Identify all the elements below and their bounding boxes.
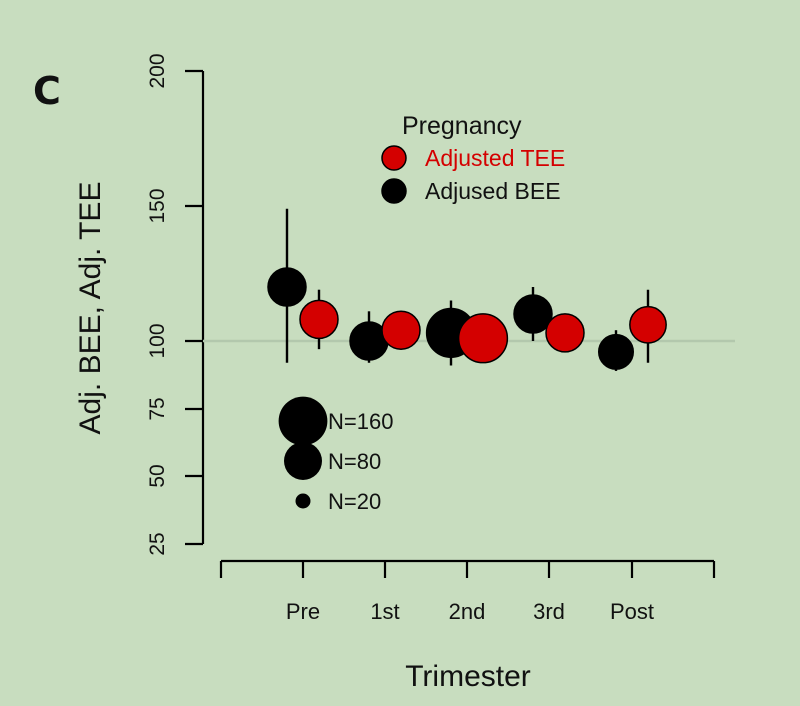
y-tick-label: 150 [146,188,169,223]
y-tick-label: 25 [146,532,169,555]
data-point [299,299,339,340]
x-axis-title: Trimester [405,660,531,693]
x-tick-label: 3rd [533,599,565,624]
legend: Pregnancy Adjusted TEE Adjused BEE [381,112,565,204]
y-tick-label: 50 [146,464,169,487]
size-legend-label: N=20 [328,489,381,514]
legend-marker [381,178,407,204]
plot-area [267,208,667,371]
panel-label: C [33,69,61,113]
legend-label: Adjusted TEE [425,145,565,171]
x-tick-label: Post [610,599,654,624]
size-legend-marker [295,493,311,509]
y-tick-label: 100 [146,323,169,358]
data-point [545,313,585,353]
size-legend-marker [278,396,328,446]
size-legend-marker [284,442,322,480]
data-point [457,313,509,364]
legend-marker [381,145,407,171]
data-point [381,310,421,350]
x-axis: Pre 1st 2nd 3rd Post [219,559,716,624]
size-legend-label: N=80 [328,449,381,474]
data-point [267,267,307,307]
legend-label: Adjused BEE [425,178,561,204]
x-tick-label: 2nd [449,599,486,624]
size-legend-label: N=160 [328,409,393,434]
data-point [629,305,667,344]
y-axis: 25 50 75 100 150 200 [146,53,205,556]
y-tick-label: 75 [146,397,169,420]
x-tick-label: 1st [370,599,399,624]
x-tick-label: Pre [286,599,320,624]
data-point [513,294,553,334]
series-tee [299,289,667,364]
y-axis-title: Adj. BEE, Adj. TEE [74,182,107,435]
legend-title: Pregnancy [402,112,522,140]
data-point [597,333,635,370]
y-tick-label: 200 [146,53,169,88]
size-legend: N=160 N=80 N=20 [278,396,393,514]
